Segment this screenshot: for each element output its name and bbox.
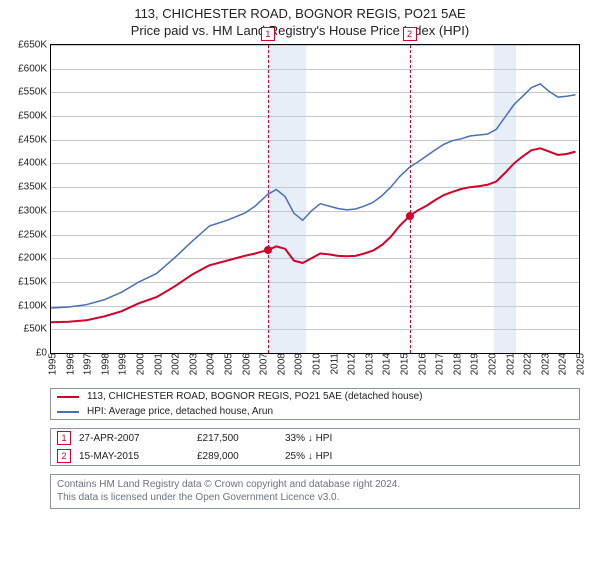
title-main: 113, CHICHESTER ROAD, BOGNOR REGIS, PO21… [0,6,600,21]
event-marker: 1 [261,27,275,41]
event-marker-icon: 1 [57,431,71,445]
x-axis-label: 2025 [572,353,587,375]
event-marker-icon: 2 [57,449,71,463]
x-axis-label: 2001 [149,353,164,375]
x-axis-label: 2006 [237,353,252,375]
x-axis-label: 2013 [360,353,375,375]
event-row: 2 15-MAY-2015 £289,000 25% ↓ HPI [51,447,579,465]
y-axis-label: £300K [18,205,51,216]
x-axis-label: 1996 [61,353,76,375]
legend-label: HPI: Average price, detached house, Arun [87,406,273,417]
x-axis-label: 2000 [132,353,147,375]
x-axis-label: 1997 [79,353,94,375]
legend-label: 113, CHICHESTER ROAD, BOGNOR REGIS, PO21… [87,391,423,402]
x-axis-label: 2024 [554,353,569,375]
event-marker: 2 [403,27,417,41]
x-axis-label: 2014 [378,353,393,375]
legend-row: 113, CHICHESTER ROAD, BOGNOR REGIS, PO21… [51,389,579,404]
x-axis-label: 2023 [536,353,551,375]
x-axis-label: 2021 [501,353,516,375]
legend-row: HPI: Average price, detached house, Arun [51,404,579,419]
x-axis-label: 2019 [466,353,481,375]
y-axis-label: £200K [18,253,51,264]
event-price: £217,500 [197,433,277,444]
y-axis-label: £450K [18,134,51,145]
event-rel-hpi: 33% ↓ HPI [285,433,573,444]
sale-events-table: 1 27-APR-2007 £217,500 33% ↓ HPI 2 15-MAY-201… [50,428,580,466]
event-date: 27-APR-2007 [79,433,189,444]
x-axis-label: 2022 [519,353,534,375]
x-axis-label: 1999 [114,353,129,375]
x-axis-label: 2003 [184,353,199,375]
attribution-line: Contains HM Land Registry data © Crown c… [57,479,573,492]
sale-point [406,212,414,220]
title-sub: Price paid vs. HM Land Registry's House … [0,23,600,38]
title-block: 113, CHICHESTER ROAD, BOGNOR REGIS, PO21… [0,6,600,38]
y-axis-label: £50K [24,324,51,335]
y-axis-label: £500K [18,111,51,122]
y-axis-label: £400K [18,158,51,169]
y-axis-label: £550K [18,87,51,98]
x-axis-label: 2007 [255,353,270,375]
legend-swatch [57,396,79,398]
x-axis-label: 2015 [396,353,411,375]
x-axis-label: 2012 [343,353,358,375]
attribution-line: This data is licensed under the Open Gov… [57,492,573,505]
event-row: 1 27-APR-2007 £217,500 33% ↓ HPI [51,429,579,447]
attribution: Contains HM Land Registry data © Crown c… [50,474,580,509]
y-axis-label: £350K [18,182,51,193]
sale-point [264,246,272,254]
x-axis-label: 2010 [308,353,323,375]
y-axis-label: £150K [18,276,51,287]
y-axis-label: £100K [18,300,51,311]
y-axis-label: £650K [18,40,51,51]
series-subject [51,148,576,322]
x-axis-label: 2009 [290,353,305,375]
x-axis-label: 1995 [44,353,59,375]
price-chart: £0£50K£100K£150K£200K£250K£300K£350K£400… [50,44,580,354]
x-axis-label: 2020 [484,353,499,375]
x-axis-label: 2017 [431,353,446,375]
x-axis-label: 1998 [96,353,111,375]
x-axis-label: 2016 [413,353,428,375]
x-axis-label: 2018 [448,353,463,375]
x-axis-label: 2008 [272,353,287,375]
event-rel-hpi: 25% ↓ HPI [285,451,573,462]
x-axis-label: 2004 [202,353,217,375]
event-price: £289,000 [197,451,277,462]
x-axis-label: 2002 [167,353,182,375]
legend: 113, CHICHESTER ROAD, BOGNOR REGIS, PO21… [50,388,580,420]
event-date: 15-MAY-2015 [79,451,189,462]
legend-swatch [57,411,79,413]
series-hpi [51,84,576,308]
y-axis-label: £250K [18,229,51,240]
x-axis-label: 2005 [220,353,235,375]
y-axis-label: £600K [18,63,51,74]
x-axis-label: 2011 [325,353,340,375]
chart-lines [51,45,579,353]
